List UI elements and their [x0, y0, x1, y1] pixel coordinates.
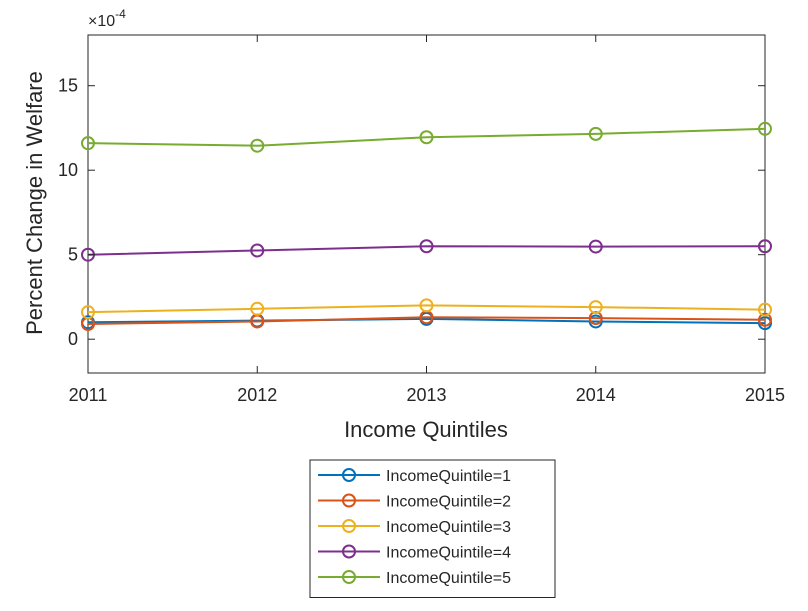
legend-label: IncomeQuintile=2: [386, 494, 511, 511]
x-tick-label: 2015: [745, 385, 785, 405]
y-tick-label: 0: [68, 329, 78, 349]
data-point: [419, 130, 434, 145]
y-tick-label: 15: [58, 76, 78, 96]
legend-item: IncomeQuintile=2: [318, 493, 511, 511]
data-point: [81, 305, 95, 320]
series-line: [87, 317, 766, 325]
series-line: [87, 316, 766, 325]
y-exponent-label: ×10-4: [88, 7, 126, 30]
series-line: [87, 127, 766, 147]
x-axis-label: Income Quintiles: [344, 417, 508, 442]
data-point: [250, 301, 265, 316]
series-layer: [81, 121, 772, 331]
data-point: [758, 302, 772, 317]
series-5: [81, 121, 772, 153]
y-tick-label: 5: [68, 245, 78, 265]
x-tick-label: 2011: [69, 385, 108, 405]
exponent-power: -4: [115, 7, 126, 21]
series-line: [87, 245, 766, 256]
series-3: [81, 298, 772, 320]
axes-layer: 2011 2012 2013 2014 2015 0 5 10 15: [58, 35, 785, 405]
legend-marker: [342, 493, 356, 508]
data-point: [758, 312, 772, 327]
y-tick-label: 10: [58, 160, 78, 180]
legend-box: [309, 459, 556, 598]
legend-label: IncomeQuintile=5: [386, 570, 511, 587]
data-point: [588, 126, 603, 141]
legend: IncomeQuintile=1 IncomeQuintile=2 IncomeQu…: [309, 459, 556, 598]
data-point: [81, 136, 95, 151]
legend-marker: [342, 519, 356, 533]
x-tick-label: 2012: [237, 385, 277, 405]
data-point: [250, 138, 265, 153]
legend-item: IncomeQuintile=5: [318, 570, 511, 587]
data-point: [588, 239, 603, 254]
legend-marker: [342, 544, 356, 559]
legend-item: IncomeQuintile=1: [318, 468, 511, 485]
data-point: [588, 311, 603, 326]
legend-label: IncomeQuintile=4: [386, 545, 511, 562]
legend-item: IncomeQuintile=3: [318, 519, 511, 536]
data-point: [758, 239, 772, 254]
legend-label: IncomeQuintile=3: [386, 519, 511, 536]
data-point: [588, 300, 603, 315]
exponent-base: ×10: [88, 13, 115, 30]
data-point: [250, 243, 265, 258]
legend-marker: [342, 570, 356, 584]
y-axis-label: Percent Change in Welfare: [22, 71, 47, 335]
series-line: [87, 304, 766, 314]
data-point: [419, 298, 434, 313]
legend-label: IncomeQuintile=1: [386, 468, 511, 485]
data-point: [419, 239, 434, 254]
legend-marker: [342, 468, 356, 482]
x-tick-label: 2014: [576, 385, 616, 405]
data-point: [758, 121, 772, 136]
legend-item: IncomeQuintile=4: [318, 544, 511, 562]
x-tick-label: 2013: [406, 385, 446, 405]
